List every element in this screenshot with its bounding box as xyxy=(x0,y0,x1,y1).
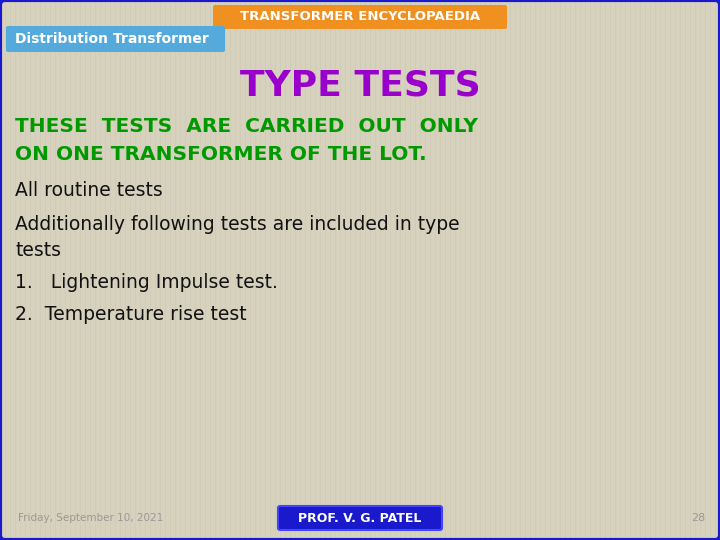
Text: Additionally following tests are included in type: Additionally following tests are include… xyxy=(15,215,459,234)
Text: Distribution Transformer: Distribution Transformer xyxy=(15,32,209,46)
Text: Friday, September 10, 2021: Friday, September 10, 2021 xyxy=(18,513,163,523)
Text: 1.   Lightening Impulse test.: 1. Lightening Impulse test. xyxy=(15,273,278,292)
FancyBboxPatch shape xyxy=(213,5,507,29)
Text: All routine tests: All routine tests xyxy=(15,180,163,199)
Text: TRANSFORMER ENCYCLOPAEDIA: TRANSFORMER ENCYCLOPAEDIA xyxy=(240,10,480,24)
Text: 28: 28 xyxy=(690,513,705,523)
FancyBboxPatch shape xyxy=(278,506,442,530)
Text: tests: tests xyxy=(15,240,61,260)
Text: PROF. V. G. PATEL: PROF. V. G. PATEL xyxy=(298,511,422,524)
FancyBboxPatch shape xyxy=(6,26,225,52)
Text: THESE  TESTS  ARE  CARRIED  OUT  ONLY: THESE TESTS ARE CARRIED OUT ONLY xyxy=(15,118,478,137)
Text: ON ONE TRANSFORMER OF THE LOT.: ON ONE TRANSFORMER OF THE LOT. xyxy=(15,145,427,165)
Text: TYPE TESTS: TYPE TESTS xyxy=(240,68,480,102)
Text: 2.  Temperature rise test: 2. Temperature rise test xyxy=(15,306,247,325)
